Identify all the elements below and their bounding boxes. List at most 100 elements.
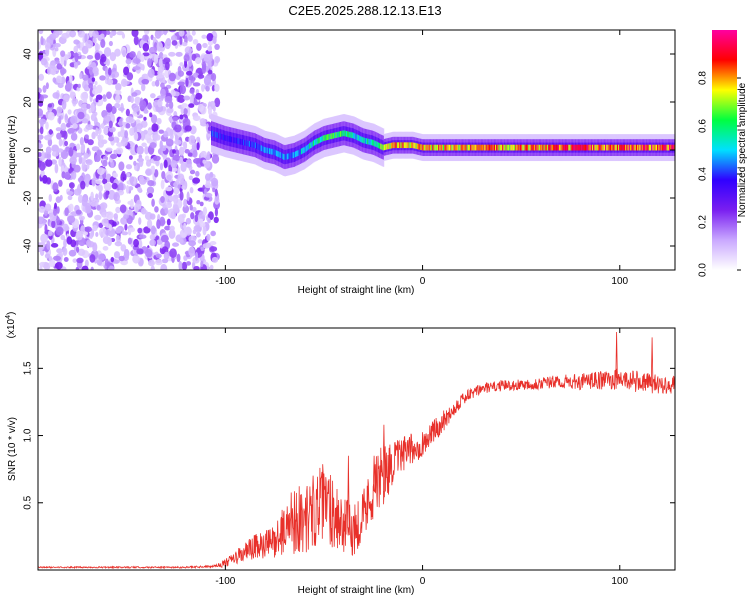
signal-core [375,141,378,148]
noise-speck [203,53,210,62]
noise-speck [123,66,130,76]
signal-core [278,151,281,158]
noise-speck [38,118,47,125]
signal-core [618,144,620,151]
signal-core [421,144,424,151]
noise-speck [158,58,163,68]
noise-speck [122,50,127,58]
noise-speck [40,233,48,243]
signal-core [664,144,666,151]
noise-speck [69,74,73,83]
noise-speck [78,155,83,165]
signal-core [498,144,501,151]
noise-speck [163,251,170,260]
signal-core [518,144,521,151]
noise-speck [127,237,132,245]
noise-speck [192,149,198,158]
signal-core [298,149,301,156]
noise-speck [39,265,43,270]
signal-core [246,140,249,147]
signal-core [450,144,452,151]
noise-speck [150,225,156,235]
noise-speck [147,193,153,199]
signal-core [218,132,220,139]
signal-core [633,144,636,151]
noise-speck [46,177,52,185]
noise-speck [168,51,176,57]
noise-speck [172,204,179,213]
signal-core [586,144,588,151]
signal-core [283,153,285,160]
noise-speck [181,185,186,190]
signal-core [366,138,368,145]
signal-core [540,144,542,151]
noise-speck [157,98,163,108]
noise-speck [179,191,184,201]
colorbar-tick-label: 0.4 [698,167,709,181]
noise-speck [51,220,56,229]
noise-speck [183,141,188,150]
signal-core [256,143,258,149]
noise-speck [108,136,115,142]
signal-core [427,144,430,151]
signal-core [327,134,329,141]
noise-speck [43,262,51,270]
noise-speck [183,222,187,231]
noise-speck [45,146,52,155]
signal-core [553,144,555,151]
noise-speck [114,241,123,247]
signal-core [560,144,562,151]
spectrogram-panel: -100 0 100 -40 -20 0 20 40 Height of straight … [7,29,676,296]
noise-speck [135,98,141,106]
signal-core [231,136,233,143]
signal-core [251,141,253,148]
signal-core [619,144,621,151]
signal-core [222,134,225,141]
signal-core [557,144,560,151]
noise-speck [42,174,48,184]
snr-x-ticks: -100 0 100 [215,328,629,587]
noise-speck [120,78,128,87]
noise-speck [147,58,152,68]
signal-core [513,144,516,151]
noise-speck [196,43,202,51]
spectrogram-y-tick-label: -20 [23,190,34,205]
signal-core [407,142,410,149]
signal-core [261,145,264,152]
noise-speck [84,134,89,140]
noise-speck [188,246,195,257]
noise-speck [80,144,85,154]
noise-speck [128,155,133,160]
noise-speck [108,40,113,47]
signal-core [470,144,472,151]
signal-core [621,144,624,151]
signal-core [655,144,658,151]
noise-speck [76,246,80,253]
noise-speck [155,159,160,167]
noise-speck [46,240,51,250]
noise-speck [133,35,139,46]
noise-speck [170,160,178,169]
signal-core [592,144,594,151]
noise-speck [65,146,70,152]
noise-speck [111,182,118,190]
noise-speck [56,132,62,140]
noise-speck [196,199,201,205]
noise-speck [168,30,177,33]
noise-speck [209,171,214,178]
noise-speck [159,162,164,171]
noise-speck [188,175,194,181]
signal-core [357,135,360,141]
signal-core [640,144,643,151]
noise-speck [108,120,113,128]
noise-speck [89,254,96,263]
noise-speck [112,259,120,264]
noise-speck [48,259,56,268]
noise-speck [179,114,184,120]
signal-core [302,147,304,154]
signal-core [240,138,243,145]
noise-speck [96,204,101,211]
signal-core [437,144,439,151]
signal-core [325,134,328,141]
signal-core [448,144,451,151]
